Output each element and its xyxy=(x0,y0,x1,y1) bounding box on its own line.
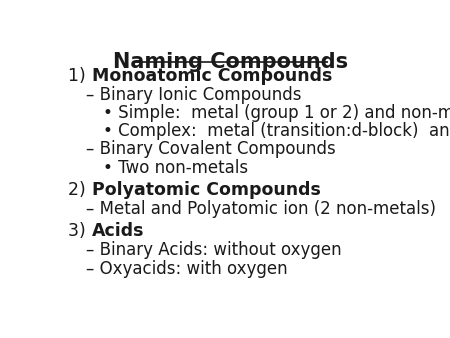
Text: – Binary Ionic Compounds: – Binary Ionic Compounds xyxy=(86,86,302,104)
Text: • Simple:  metal (group 1 or 2) and non-metal: • Simple: metal (group 1 or 2) and non-m… xyxy=(104,104,450,122)
Text: – Binary Covalent Compounds: – Binary Covalent Compounds xyxy=(86,140,336,158)
Text: Acids: Acids xyxy=(92,222,144,240)
Text: 3): 3) xyxy=(68,222,92,240)
Text: – Binary Acids: without oxygen: – Binary Acids: without oxygen xyxy=(86,241,342,259)
Text: • Two non-metals: • Two non-metals xyxy=(104,159,248,176)
Text: Monoatomic Compounds: Monoatomic Compounds xyxy=(92,68,332,86)
Text: – Oxyacids: with oxygen: – Oxyacids: with oxygen xyxy=(86,260,288,278)
Text: 1): 1) xyxy=(68,68,92,86)
Text: Polyatomic Compounds: Polyatomic Compounds xyxy=(92,181,320,199)
Text: • Complex:  metal (transition:d-block)  and non-metal: • Complex: metal (transition:d-block) an… xyxy=(104,122,450,140)
Text: 2): 2) xyxy=(68,181,92,199)
Text: Naming Compounds: Naming Compounds xyxy=(113,52,348,72)
Text: – Metal and Polyatomic ion (2 non-metals): – Metal and Polyatomic ion (2 non-metals… xyxy=(86,200,436,218)
